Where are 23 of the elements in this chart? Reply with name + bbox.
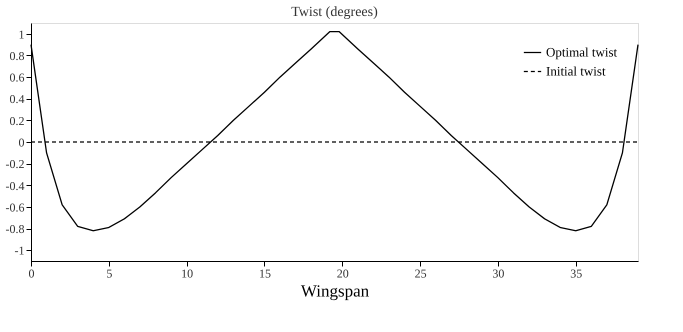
y-tick-label: 0 — [18, 136, 24, 150]
y-tick-label: -0.4 — [6, 178, 24, 193]
y-tick-label: 0.8 — [10, 48, 24, 63]
x-tick-label: 20 — [336, 266, 349, 280]
x-axis-title: Wingspan — [300, 282, 370, 300]
x-tick-label: 10 — [181, 266, 194, 280]
y-tick-label: -0.6 — [6, 200, 24, 214]
legend-label: Optimal twist — [546, 44, 618, 60]
x-tick-label: 0 — [28, 266, 34, 280]
y-tick-label: 1 — [18, 27, 24, 42]
y-tick-label: -0.8 — [6, 222, 24, 236]
y-tick-label: 0.4 — [10, 92, 24, 106]
y-tick-label: -1 — [14, 244, 24, 258]
chart-title: Twist (degrees) — [291, 5, 378, 20]
x-tick-label: 15 — [258, 266, 271, 280]
x-tick-label: 25 — [414, 266, 427, 280]
x-tick-label: 30 — [492, 266, 504, 280]
legend-label: Initial twist — [546, 64, 606, 78]
y-tick-label: -0.2 — [6, 157, 24, 172]
x-tick-label: 35 — [570, 266, 582, 280]
y-tick-label: 0.6 — [10, 70, 24, 85]
x-tick-label: 5 — [106, 266, 112, 280]
y-tick-label: 0.2 — [10, 114, 24, 128]
